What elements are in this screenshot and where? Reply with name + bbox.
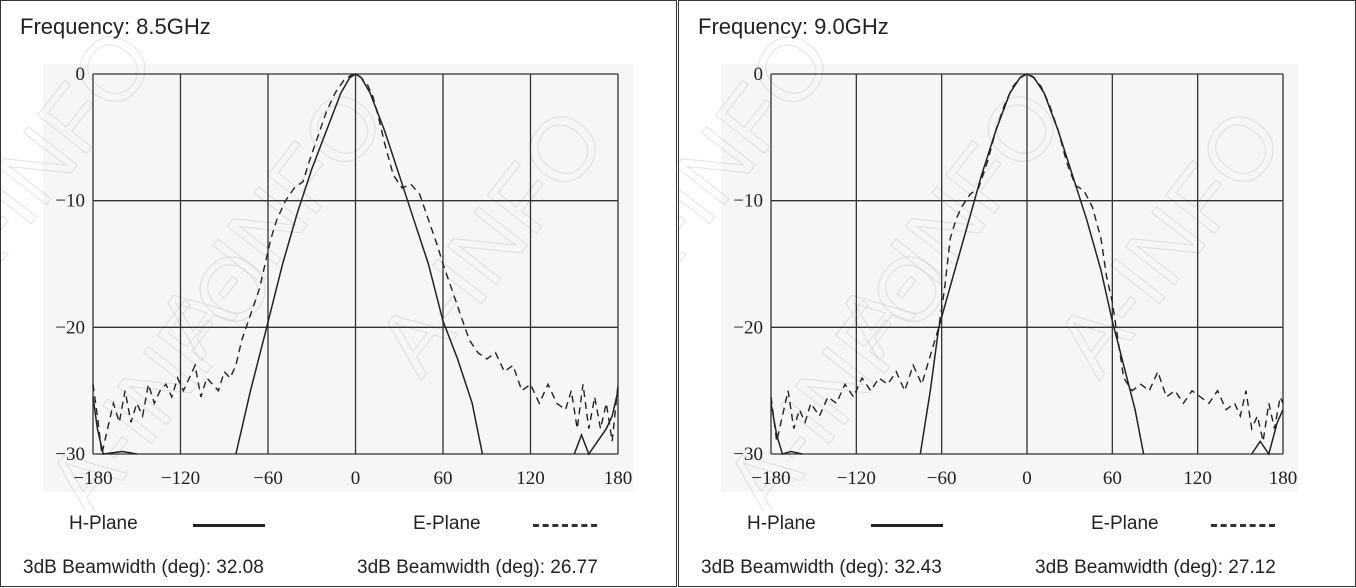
y-tick-label: −30	[733, 444, 763, 465]
legend-h-plane-swatch	[871, 524, 943, 527]
series-line-e-plane	[770, 73, 1284, 442]
x-tick-label: −180	[73, 468, 112, 489]
plot-background	[43, 64, 633, 492]
h-plane-beamwidth: 3dB Beamwidth (deg): 32.43	[701, 557, 942, 578]
y-tick-label: −20	[55, 317, 85, 338]
y-tick-label: −30	[55, 444, 85, 465]
x-tick-label: 180	[604, 468, 633, 489]
x-tick-label: 0	[1022, 468, 1032, 489]
x-tick-label: −120	[161, 468, 200, 489]
e-plane-beamwidth: 3dB Beamwidth (deg): 26.77	[357, 557, 598, 578]
x-tick-label: −180	[751, 468, 790, 489]
series-line-h-plane-sidelobe-right	[1251, 409, 1284, 456]
y-tick-label: −10	[55, 191, 85, 212]
legend-e-plane-label: E-Plane	[1091, 513, 1159, 534]
x-tick-label: −60	[253, 468, 283, 489]
chart-panel-9-0ghz: A-INFO A-INFO A-INFO A-INFO −180 −120 −60 0 60 12…	[678, 0, 1356, 587]
x-tick-label: −60	[927, 468, 957, 489]
x-tick-label: 120	[1183, 468, 1212, 489]
legend-h-plane-label: H-Plane	[69, 513, 138, 534]
x-tick-label: −120	[837, 468, 876, 489]
chart-panel-8-5ghz: A-INFO A-INFO A-INFO A-INFO −180 −120 −60 0 60 12…	[0, 0, 677, 587]
y-tick-label: 0	[754, 64, 764, 85]
series-line-h-plane-sidelobe-right	[573, 390, 619, 456]
series-line-h-plane	[235, 73, 484, 455]
e-plane-beamwidth: 3dB Beamwidth (deg): 27.12	[1035, 557, 1276, 578]
legend-h-plane-swatch	[193, 524, 265, 527]
x-tick-label: 60	[434, 468, 453, 489]
x-tick-label: 0	[351, 468, 361, 489]
frequency-title: Frequency: 9.0GHz	[698, 14, 889, 39]
series-line-h-plane-sidelobe	[770, 403, 803, 455]
series-line-h-plane-sidelobe	[92, 396, 137, 455]
frequency-title: Frequency: 8.5GHz	[20, 14, 211, 39]
y-tick-label: 0	[76, 64, 86, 85]
x-tick-label: 120	[516, 468, 545, 489]
h-plane-beamwidth: 3dB Beamwidth (deg): 32.08	[23, 557, 264, 578]
legend-e-plane-swatch	[533, 524, 597, 527]
legend-e-plane-swatch	[1211, 524, 1275, 527]
legend-h-plane-label: H-Plane	[747, 513, 816, 534]
series-line-e-plane	[92, 73, 619, 455]
plot-background	[721, 64, 1298, 492]
y-tick-label: −10	[733, 191, 763, 212]
x-tick-label: 60	[1103, 468, 1122, 489]
legend-e-plane-label: E-Plane	[413, 513, 481, 534]
y-tick-label: −20	[733, 317, 763, 338]
x-tick-label: 180	[1269, 468, 1298, 489]
